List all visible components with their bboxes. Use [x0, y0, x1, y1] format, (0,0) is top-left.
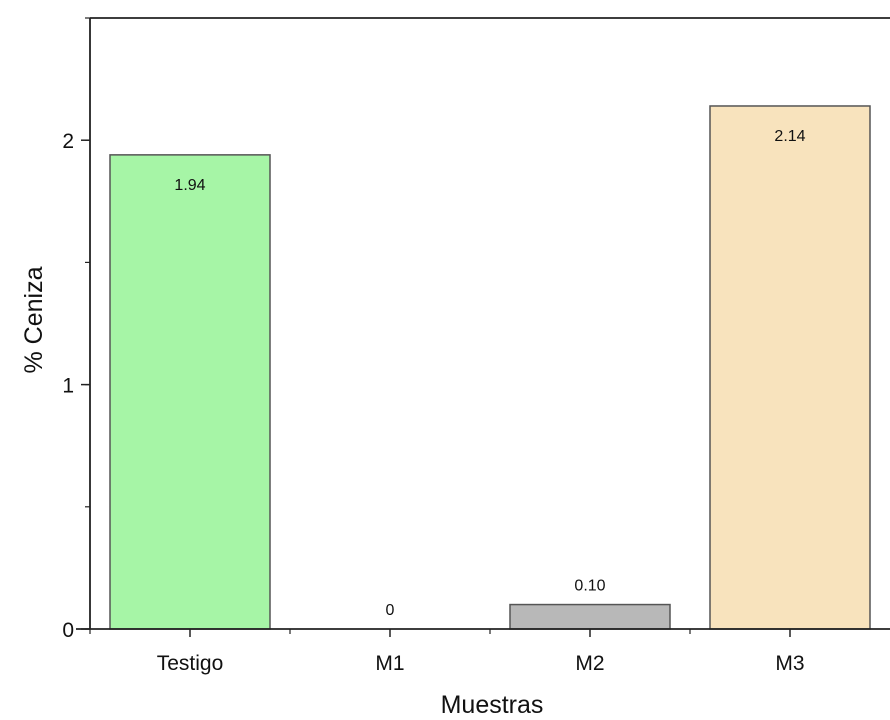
- x-tick-label-m3: M3: [775, 652, 804, 675]
- y-tick-label-1: 1: [62, 375, 74, 398]
- bar-testigo: [109, 154, 271, 630]
- y-tick-label-2: 2: [62, 130, 74, 153]
- data-label-testigo: 1.94: [174, 177, 205, 194]
- x-tick-label-m1: M1: [375, 652, 404, 675]
- y-tick-label-0: 0: [62, 619, 74, 642]
- data-label-m1: 0: [386, 602, 395, 619]
- bar-m2: [509, 603, 671, 630]
- x-tick-label-testigo: Testigo: [157, 652, 224, 675]
- bar-m3: [709, 105, 871, 630]
- x-tick-label-m2: M2: [575, 652, 604, 675]
- data-label-m2: 0.10: [574, 578, 605, 595]
- x-axis-title: Muestras: [441, 691, 544, 719]
- data-label-m3: 2.14: [774, 128, 805, 145]
- plot-area: 1.94 Testigo 0 M1 0.10 M2 2.14 M3 0 1 2: [62, 17, 890, 675]
- y-axis-title: % Ceniza: [20, 266, 48, 373]
